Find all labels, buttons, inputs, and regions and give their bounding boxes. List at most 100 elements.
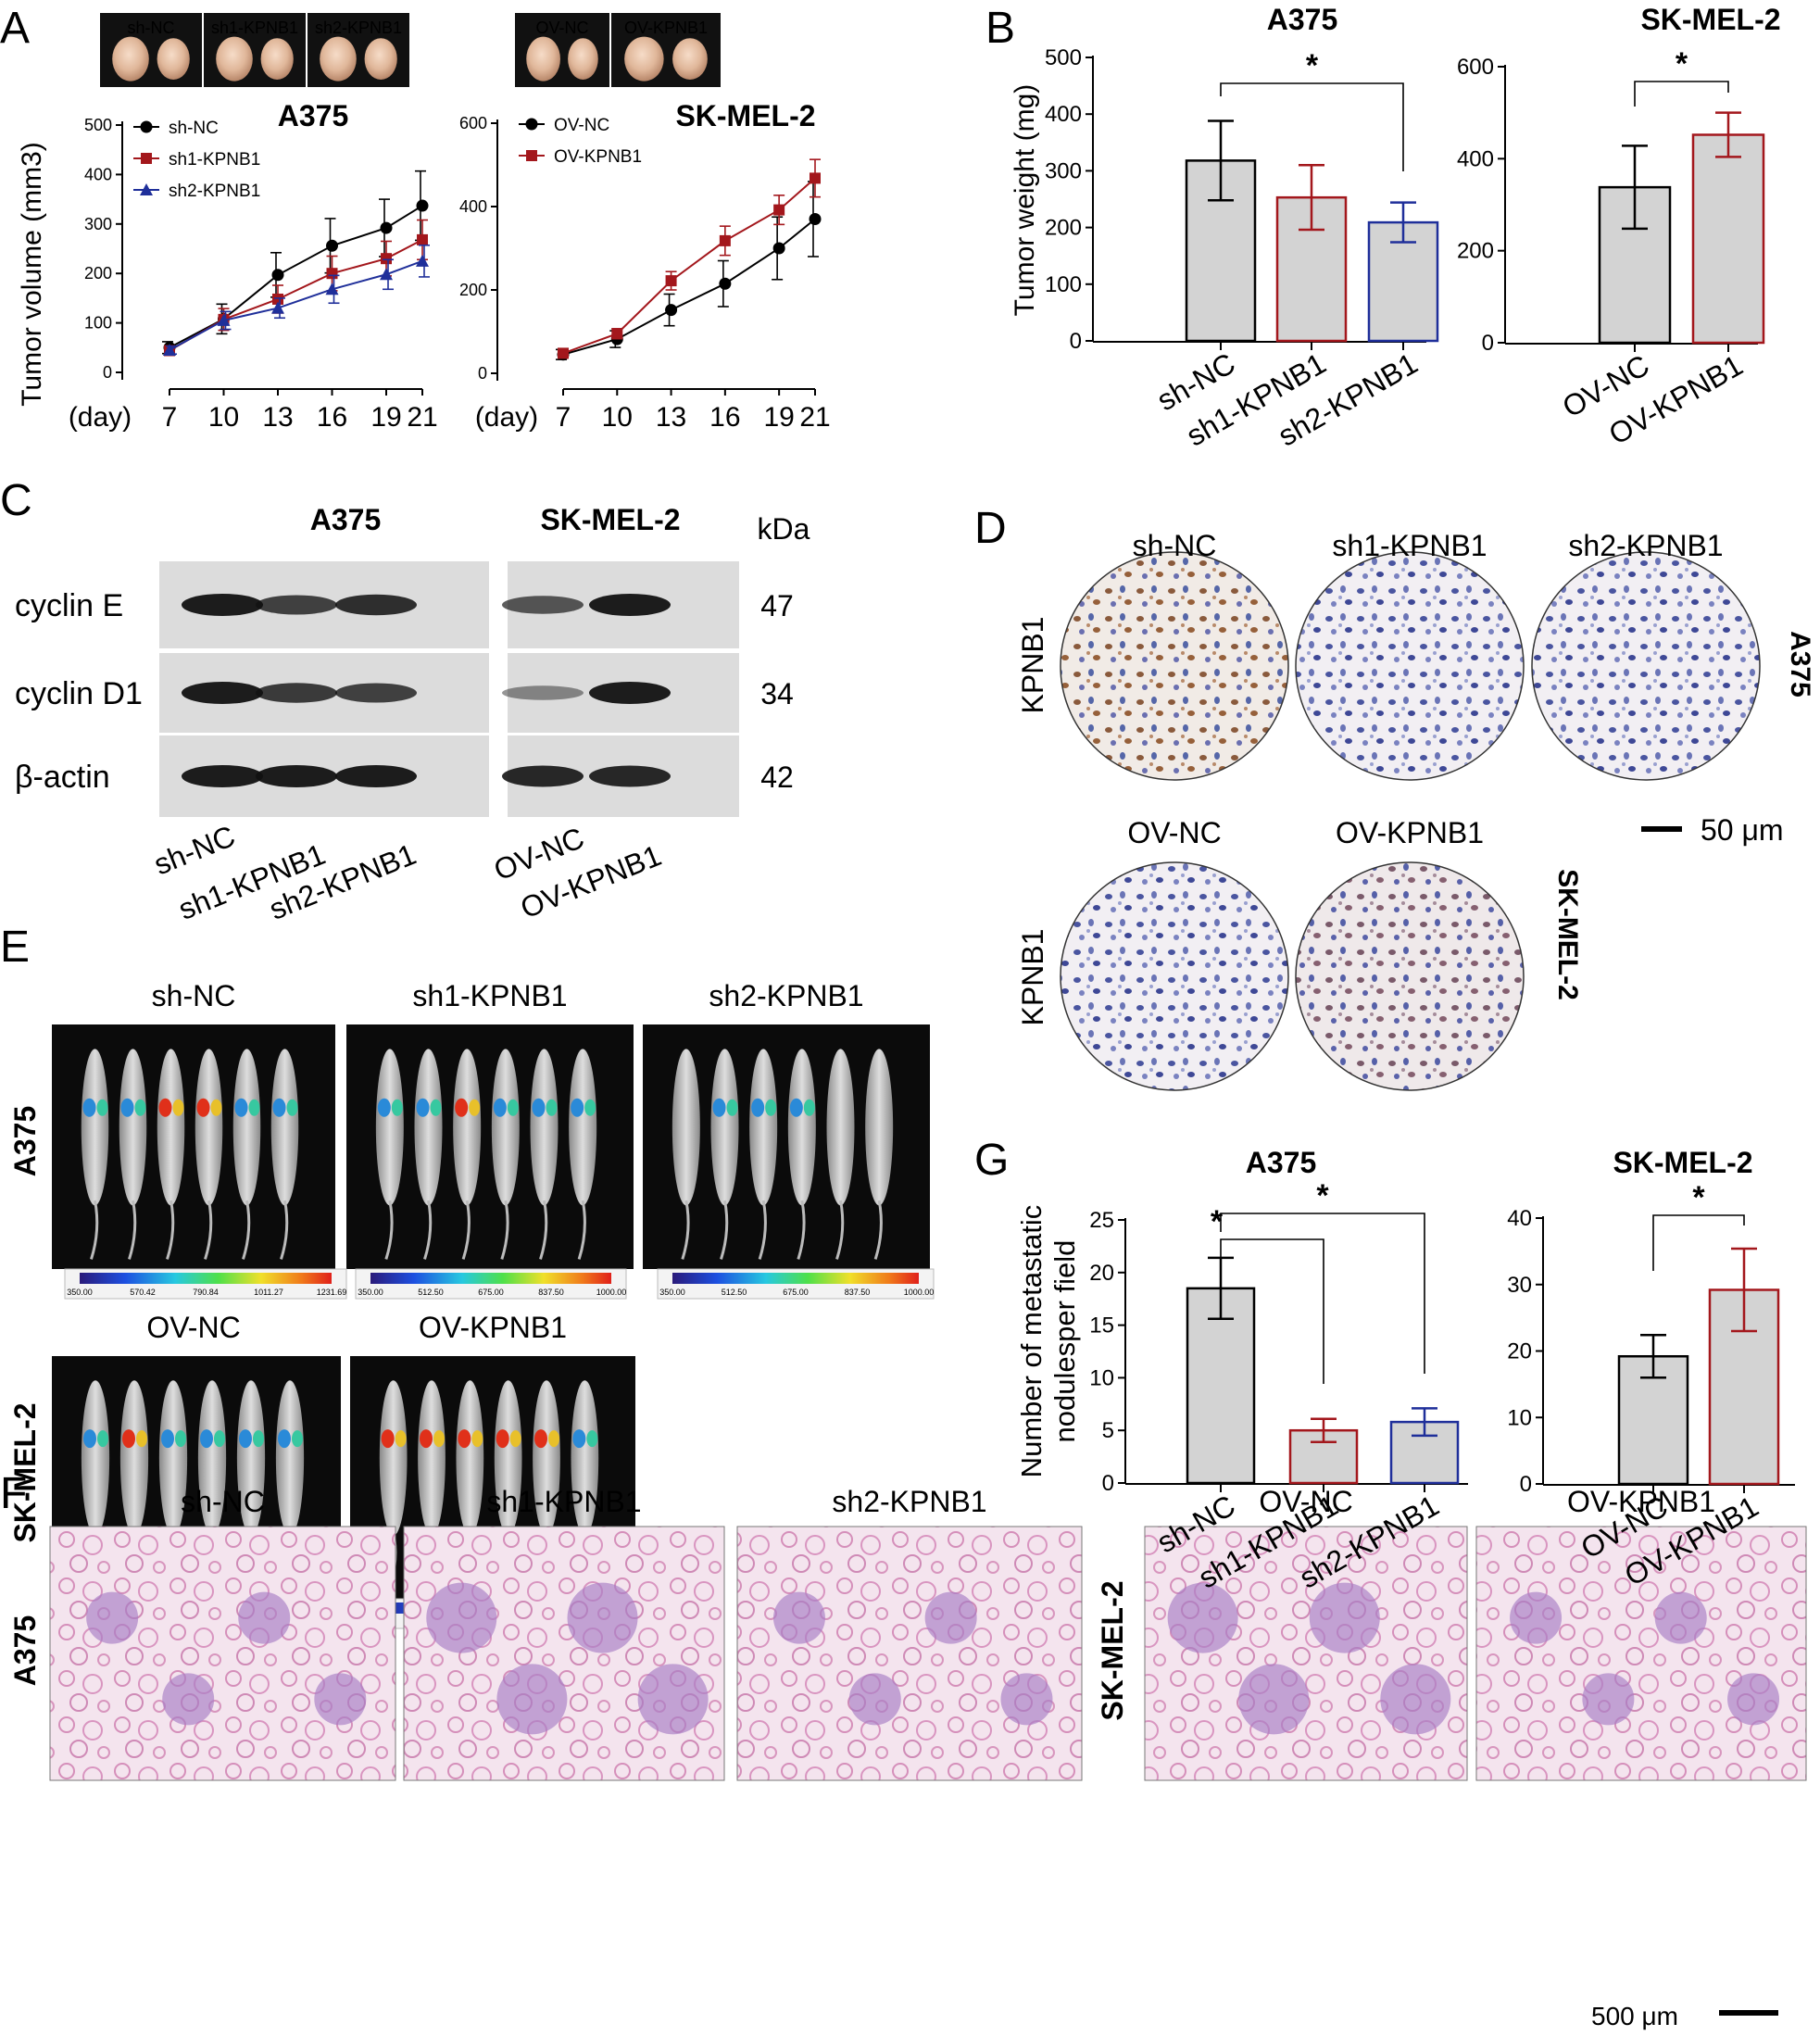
tumor-photo-sh-nc-tumor bbox=[112, 36, 149, 82]
y-tick-label: 200 bbox=[1457, 239, 1494, 264]
series-line-ov-kpnb1 bbox=[562, 177, 816, 355]
y-tick-label: 0 bbox=[478, 364, 487, 383]
mouse-tail bbox=[128, 1200, 137, 1260]
significance-bracket bbox=[1634, 81, 1729, 107]
signal-spot bbox=[548, 1430, 559, 1448]
y-tick-label: 0 bbox=[1482, 331, 1494, 356]
y-tick-label: 100 bbox=[84, 314, 112, 333]
data-point-ov-nc bbox=[719, 277, 732, 290]
blot-band bbox=[589, 682, 671, 704]
y-tick-label: 200 bbox=[459, 281, 487, 299]
kda-value: 34 bbox=[760, 677, 794, 710]
y-tick-label: 30 bbox=[1507, 1273, 1532, 1298]
metastatic-nodule bbox=[1167, 1582, 1238, 1653]
scale-bar bbox=[1641, 826, 1682, 832]
signal-spot bbox=[803, 1099, 815, 1116]
legend-label: sh1-KPNB1 bbox=[169, 150, 260, 170]
y-tick-label: 15 bbox=[1089, 1313, 1114, 1338]
cell-line-label: A375 bbox=[1785, 631, 1815, 698]
colorbar-tick-label: 350.00 bbox=[358, 1288, 383, 1297]
ihc-image bbox=[1295, 861, 1525, 1091]
data-point-sh-nc bbox=[271, 269, 284, 282]
x-tick-label: 13 bbox=[656, 402, 686, 433]
bar-sh-nc bbox=[1186, 1287, 1256, 1485]
colorbar bbox=[370, 1273, 611, 1284]
signal-spot bbox=[493, 1098, 507, 1117]
signal-spot bbox=[496, 1429, 509, 1449]
chart-title: A375 bbox=[1267, 3, 1338, 36]
metastatic-nodule bbox=[1238, 1664, 1310, 1735]
y-tick-label: 400 bbox=[84, 165, 112, 183]
histology-image bbox=[1144, 1526, 1468, 1781]
y-tick-label: 10 bbox=[1089, 1365, 1114, 1390]
histology-label: OV-NC bbox=[1259, 1485, 1352, 1518]
histology-image bbox=[49, 1526, 396, 1781]
y-tick-label: 200 bbox=[1045, 216, 1082, 241]
metastatic-nodule bbox=[848, 1673, 901, 1726]
y-tick-label: 200 bbox=[84, 264, 112, 283]
kda-label: kDa bbox=[758, 512, 810, 546]
signal-spot bbox=[509, 1430, 521, 1448]
data-point-sh1-kpnb1 bbox=[326, 268, 338, 280]
signal-spot bbox=[726, 1099, 738, 1116]
mouse bbox=[158, 1380, 188, 1536]
data-point-sh2-kpnb1 bbox=[163, 343, 176, 356]
mouse-tail bbox=[242, 1200, 251, 1260]
blot-band bbox=[335, 765, 417, 787]
y-axis-label: Number of metastatic bbox=[1015, 1205, 1048, 1478]
mouse-tail bbox=[166, 1200, 175, 1260]
blot-band bbox=[256, 765, 337, 787]
tumor-photo-ov-nc-tumor bbox=[568, 38, 598, 80]
blot-band bbox=[182, 682, 263, 704]
x-tick-label: 13 bbox=[262, 402, 293, 433]
chart-title: A375 bbox=[278, 99, 349, 132]
mouse bbox=[787, 1049, 816, 1206]
cell-line-label: SK-MEL-2 bbox=[1096, 1580, 1129, 1720]
lane-label: sh-NC bbox=[149, 819, 240, 881]
blot-row-label: cyclin D1 bbox=[15, 676, 143, 711]
ivis-label: OV-NC bbox=[146, 1311, 240, 1344]
kda-value: 42 bbox=[760, 760, 794, 794]
scale-bar bbox=[1719, 2010, 1778, 2016]
series-line-sh2-kpnb1 bbox=[169, 259, 423, 351]
signal-spot bbox=[96, 1099, 108, 1116]
metastatic-nodule bbox=[637, 1664, 709, 1735]
bar-ov-kpnb1 bbox=[1691, 133, 1765, 345]
y-tick-label: 0 bbox=[1102, 1471, 1114, 1496]
metastatic-nodule bbox=[86, 1591, 139, 1644]
mouse bbox=[157, 1049, 185, 1206]
panel-letter-a: A bbox=[0, 4, 30, 53]
signal-spot bbox=[214, 1430, 225, 1448]
mouse bbox=[119, 1049, 147, 1206]
significance-bracket bbox=[1220, 1238, 1324, 1384]
ivis-label: sh1-KPNB1 bbox=[412, 979, 567, 1012]
signal-spot bbox=[377, 1098, 391, 1117]
panel-letter-b: B bbox=[985, 4, 1015, 53]
data-point-sh-nc bbox=[326, 239, 338, 252]
y-tick-label: 100 bbox=[1045, 272, 1082, 297]
y-tick-label: 0 bbox=[1520, 1472, 1532, 1497]
data-point-sh2-kpnb1 bbox=[217, 313, 231, 326]
signal-spot bbox=[120, 1098, 134, 1117]
tumor-photo-sh2-kpnb1-label: sh2-KPNB1 bbox=[315, 19, 402, 37]
y-tick-label: 600 bbox=[459, 114, 487, 132]
signal-spot bbox=[469, 1099, 481, 1116]
chart-title: SK-MEL-2 bbox=[1613, 1146, 1752, 1179]
legend-marker bbox=[526, 150, 537, 161]
x-tick-label: 16 bbox=[709, 402, 740, 433]
x-axis-label: (day) bbox=[475, 402, 538, 433]
ihc-image bbox=[1060, 551, 1289, 781]
signal-spot bbox=[572, 1429, 586, 1449]
ihc-label: OV-KPNB1 bbox=[1336, 816, 1484, 849]
y-tick-label: 500 bbox=[1045, 45, 1082, 70]
cell-line-label: SK-MEL-2 bbox=[8, 1402, 42, 1542]
chart-layer bbox=[116, 56, 1795, 1493]
mouse bbox=[414, 1049, 443, 1206]
scale-label: 50 μm bbox=[1701, 813, 1784, 847]
signal-spot bbox=[584, 1099, 596, 1116]
chart-title: SK-MEL-2 bbox=[1640, 3, 1780, 36]
blot-row-label: β-actin bbox=[15, 760, 110, 795]
histology-image bbox=[403, 1526, 725, 1781]
metastatic-nodule bbox=[314, 1673, 367, 1726]
data-point-ov-kpnb1 bbox=[665, 275, 677, 287]
